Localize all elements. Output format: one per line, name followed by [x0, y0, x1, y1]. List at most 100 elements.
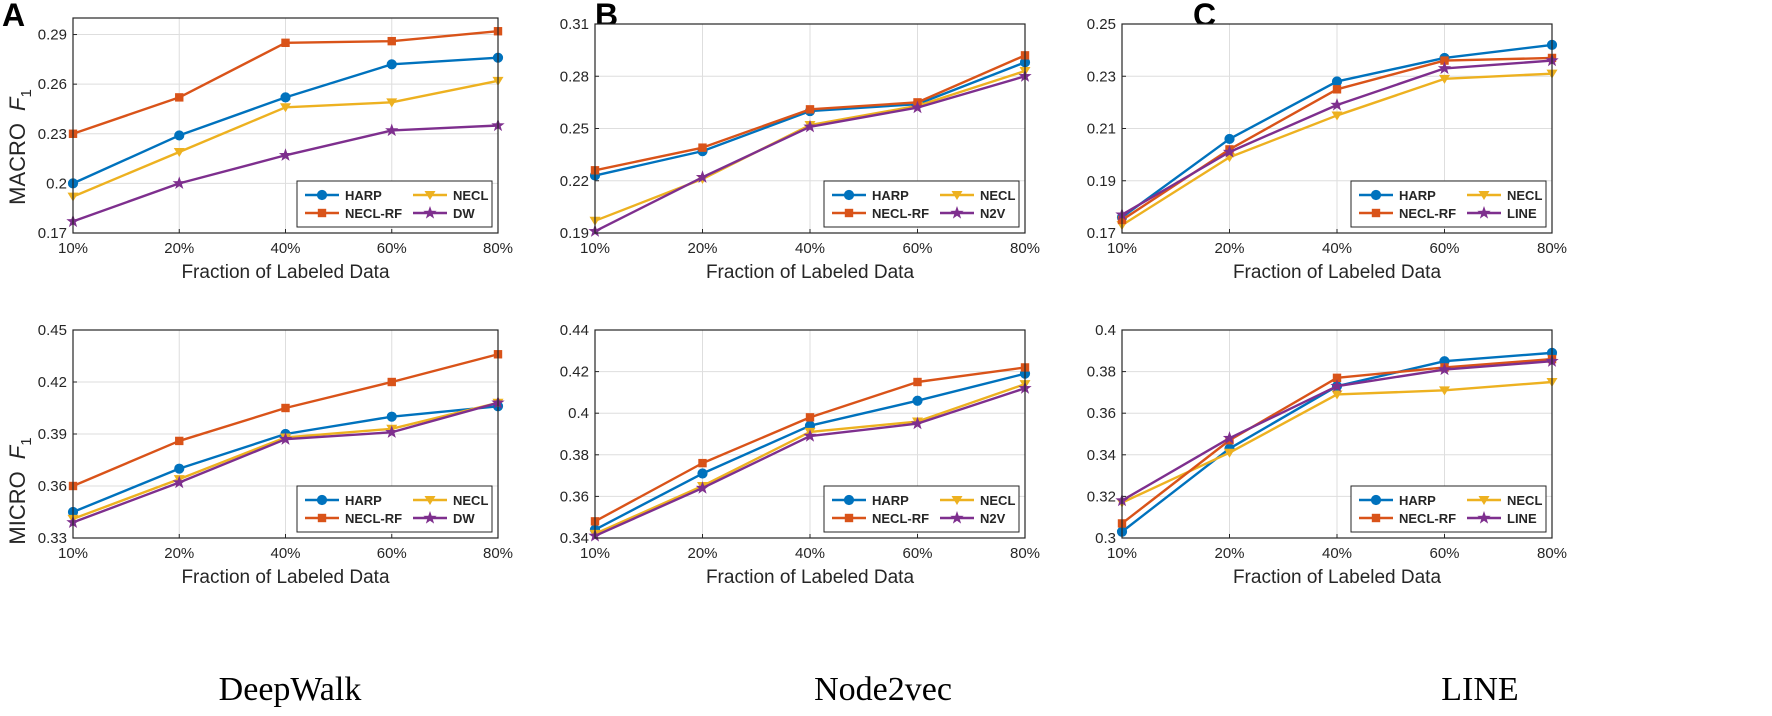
caption-deepwalk: DeepWalk: [219, 671, 362, 708]
data-point-necl-rf: [387, 36, 396, 46]
legend: HARP NECL NECL-RF DW: [296, 485, 493, 533]
y-tick-label: 0.25: [560, 121, 589, 138]
y-tick-label: 0.36: [38, 478, 67, 495]
legend-label-dw: DW: [453, 206, 475, 221]
legend-label-necl-rf: NECL-RF: [1399, 511, 1456, 526]
row-label-macro-sub: 1: [18, 89, 35, 97]
data-point-necl-rf: [698, 458, 707, 468]
legend-marker-necl: [1478, 496, 1490, 505]
x-tick-label: 60%: [1429, 240, 1459, 257]
y-tick-label: 0.38: [560, 447, 589, 464]
x-tick-label: 10%: [580, 545, 610, 562]
chart-panel-node2vec-macro: 10% 20% 40% 60% 80% 0.19 0.22 0.25 0.28 0.31 Fract…: [560, 16, 1040, 283]
y-tick-label: 0.33: [38, 530, 67, 547]
row-label-micro-f: F: [5, 444, 30, 459]
x-tick-label: 10%: [58, 545, 88, 562]
legend-marker-line: [1477, 511, 1491, 524]
legend-label-n2v: N2V: [980, 206, 1006, 221]
y-tick-label: 0.36: [560, 488, 589, 505]
x-axis-label: Fraction of Labeled Data: [181, 262, 390, 283]
y-tick-label: 0.34: [560, 530, 589, 547]
x-tick-label: 60%: [1429, 545, 1459, 562]
legend-marker-necl-rf: [1371, 513, 1381, 523]
legend-marker-dw: [423, 511, 437, 524]
x-axis-label: Fraction of Labeled Data: [1233, 567, 1442, 588]
legend-marker-dw: [423, 206, 437, 219]
legend-marker-harp: [316, 189, 328, 201]
x-tick-label: 40%: [795, 240, 825, 257]
y-tick-label: 0.25: [1087, 16, 1116, 33]
legend-label-harp: HARP: [345, 493, 382, 508]
data-point-n2v: [803, 429, 817, 442]
y-tick-label: 0.2: [46, 175, 67, 192]
legend: HARP NECL NECL-RF N2V: [823, 485, 1020, 533]
data-point-dw: [172, 475, 186, 489]
y-tick-label: 0.29: [38, 27, 67, 44]
x-tick-label: 20%: [1214, 240, 1244, 257]
data-point-necl: [1224, 448, 1235, 458]
legend-box: [823, 180, 1020, 228]
y-tick-label: 0.34: [1087, 447, 1116, 464]
legend-label-necl: NECL: [980, 493, 1015, 508]
y-tick-label: 0.42: [560, 364, 589, 381]
x-tick-label: 80%: [1537, 545, 1567, 562]
data-point-harp: [1331, 76, 1343, 87]
legend-label-necl: NECL: [453, 188, 488, 203]
data-point-necl: [280, 103, 291, 113]
data-point-dw: [278, 148, 293, 161]
y-tick-label: 0.39: [38, 426, 67, 443]
legend-marker-necl-rf: [1371, 208, 1381, 218]
data-point-necl-rf: [281, 38, 290, 48]
legend-marker-necl-rf: [317, 513, 327, 523]
x-tick-label: 20%: [164, 545, 194, 562]
y-tick-label: 0.17: [38, 225, 67, 242]
y-tick-label: 0.26: [38, 76, 67, 93]
y-tick-label: 0.3: [1095, 530, 1116, 547]
legend-box: [823, 485, 1020, 533]
row-label-macro: MACRO F1: [5, 89, 35, 205]
data-point-line: [1330, 97, 1344, 111]
y-tick-label: 0.19: [560, 225, 589, 242]
x-tick-label: 10%: [580, 240, 610, 257]
x-tick-label: 20%: [164, 240, 194, 257]
legend-marker-n2v: [950, 206, 964, 219]
data-point-harp: [386, 59, 397, 70]
legend-label-necl: NECL: [1507, 188, 1542, 203]
x-tick-label: 40%: [270, 240, 300, 257]
chart-panel-line-micro: 10% 20% 40% 60% 80% 0.3 0.32 0.34 0.36 0.38 0.4 Fra…: [1087, 322, 1567, 588]
legend-label-line: LINE: [1507, 511, 1537, 526]
data-point-necl: [1331, 390, 1343, 400]
x-tick-label: 80%: [1010, 545, 1040, 562]
y-tick-label: 0.31: [560, 16, 589, 33]
data-point-dw: [278, 432, 293, 445]
y-tick-label: 0.4: [568, 405, 589, 422]
axes-frame: [72, 329, 499, 539]
chart-panel-deepwalk-micro: 10% 20% 40% 60% 80% 0.33 0.36 0.39 0.42 0.45 Fract…: [38, 322, 513, 588]
legend-label-harp: HARP: [872, 188, 909, 203]
y-tick-label: 0.36: [1087, 405, 1116, 422]
data-point-harp: [912, 395, 923, 406]
legend-marker-harp: [843, 189, 855, 201]
data-point-harp: [174, 463, 185, 474]
data-point-necl-rf: [913, 377, 922, 387]
legend-box: [296, 180, 493, 228]
y-tick-label: 0.17: [1087, 225, 1116, 242]
legend-marker-necl: [424, 496, 436, 505]
axes-frame: [594, 23, 1026, 234]
x-tick-label: 40%: [795, 545, 825, 562]
data-point-dw: [385, 123, 399, 137]
data-point-necl: [1331, 111, 1343, 121]
legend-marker-necl: [424, 191, 436, 200]
row-label-macro-f: F: [5, 96, 30, 111]
x-tick-label: 20%: [1214, 545, 1244, 562]
x-axis-label: Fraction of Labeled Data: [1233, 262, 1442, 283]
legend-marker-necl-rf: [844, 208, 854, 218]
data-point-n2v: [803, 119, 817, 133]
legend-label-necl-rf: NECL-RF: [872, 206, 929, 221]
data-point-harp: [174, 130, 185, 141]
caption-line: LINE: [1441, 671, 1518, 708]
data-point-harp: [280, 92, 291, 103]
x-axis-label: Fraction of Labeled Data: [706, 567, 915, 588]
row-label-macro-main: MACRO: [5, 123, 30, 205]
